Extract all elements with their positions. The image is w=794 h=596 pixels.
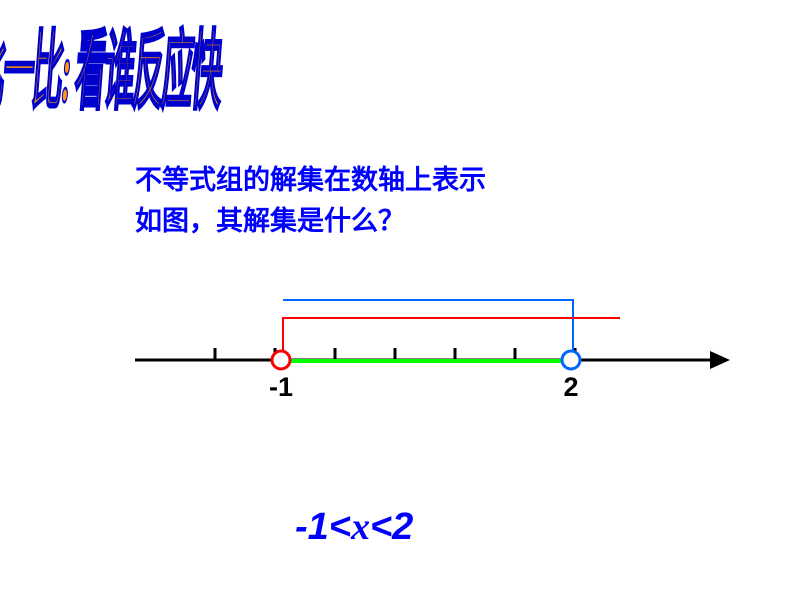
number-line-diagram: -1 2 [130,290,750,450]
slide-title: 比一比: 看谁反应快 [0,0,300,126]
answer-post: <2 [370,506,413,548]
svg-text:-1: -1 [269,372,293,402]
answer-var: x [351,506,370,548]
answer-expression: -1<x<2 [295,505,413,549]
question-line2: 如图，其解集是什么？ [135,206,405,236]
answer-pre: -1< [295,506,351,548]
question-line1: 不等式组的解集在数轴上表示 [135,165,486,195]
question-text: 不等式组的解集在数轴上表示 如图，其解集是什么？ [135,160,486,241]
svg-text:2: 2 [563,372,578,402]
